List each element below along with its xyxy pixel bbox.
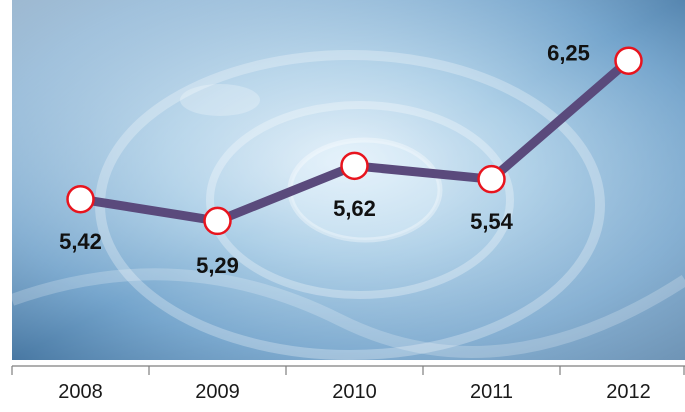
x-axis-tick-labels: 2008 2009 2010 2011 2012: [58, 381, 651, 403]
data-label: 5,62: [333, 196, 376, 221]
data-point-marker: [203, 206, 232, 236]
x-axis-ticks: [11, 366, 685, 375]
data-point-marker: [477, 164, 506, 194]
background-wave: [9, 268, 685, 358]
background-droplet: [180, 84, 260, 116]
data-point-marker: [66, 184, 95, 214]
data-label: 5,42: [59, 229, 102, 254]
plot-background: [9, 0, 685, 360]
x-tick-label: 2012: [606, 381, 651, 403]
x-tick-label: 2011: [470, 381, 513, 403]
data-point-marker: [340, 151, 369, 181]
data-label: 5,29: [196, 253, 239, 278]
data-labels: 5,42 5,29 5,62 5,54 6,25: [59, 41, 590, 278]
x-tick-label: 2009: [195, 381, 240, 403]
x-tick-label: 2010: [332, 381, 377, 403]
background-swirl-mid: [206, 101, 514, 299]
background-swirl-inner: [287, 137, 443, 243]
data-point-marker: [614, 46, 643, 75]
data-label: 5,54: [470, 209, 514, 234]
x-tick-label: 2008: [58, 381, 103, 403]
data-label: 6,25: [547, 41, 590, 66]
series-markers: [66, 46, 643, 236]
background-sheen: [12, 0, 685, 360]
